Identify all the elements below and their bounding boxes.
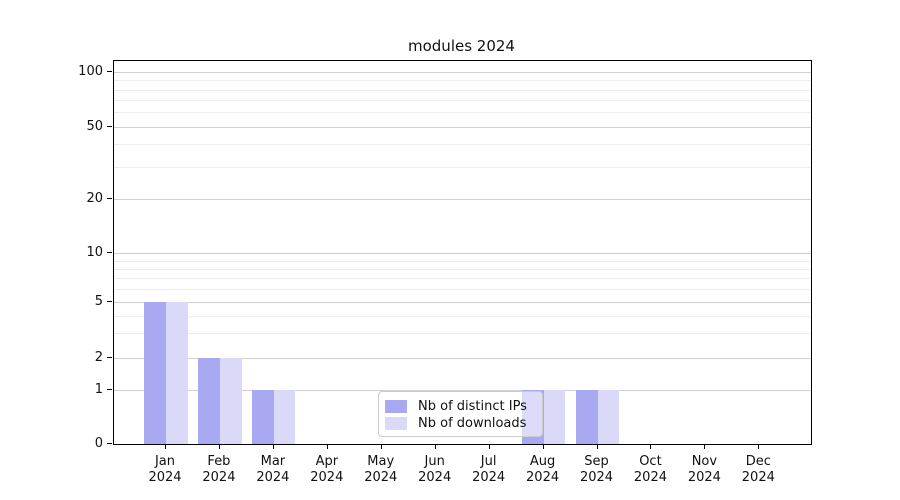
- x-tick-mark: [542, 444, 544, 449]
- gridline-minor: [114, 289, 811, 291]
- y-tick-mark: [107, 197, 112, 199]
- x-tick-mark: [596, 444, 598, 449]
- gridline-minor: [114, 80, 811, 82]
- y-tick-mark: [107, 356, 112, 358]
- bar-downloads: [166, 302, 188, 444]
- bar-downloads: [543, 390, 566, 444]
- gridline-minor: [114, 278, 811, 280]
- y-tick-label: 50: [86, 119, 103, 134]
- x-tick-label: Mar 2024: [256, 454, 290, 485]
- x-tick-mark: [165, 444, 166, 449]
- bar-downloads: [219, 357, 242, 444]
- y-tick-label: 10: [86, 245, 103, 261]
- x-tick-label: Nov 2024: [687, 454, 721, 485]
- bar-distinct-ips: [144, 302, 166, 444]
- gridline-major: [114, 357, 811, 359]
- x-tick-mark: [758, 444, 760, 449]
- x-tick-label: Apr 2024: [310, 454, 344, 485]
- gridline-major: [114, 198, 811, 200]
- gridline-major: [114, 302, 811, 303]
- bar-downloads: [273, 390, 296, 444]
- legend-item-label: Nb of distinct IPs: [418, 398, 527, 414]
- y-tick-label: 1: [94, 382, 103, 398]
- gridline-minor: [114, 112, 811, 114]
- gridline-major: [114, 71, 811, 73]
- x-tick-label: May 2024: [364, 454, 398, 485]
- plot-area: Nb of distinct IPs Nb of downloads: [113, 60, 812, 445]
- y-tick-mark: [107, 126, 112, 127]
- legend-item: Nb of distinct IPs: [385, 398, 538, 414]
- chart-title: modules 2024: [408, 37, 515, 55]
- x-tick-mark: [380, 444, 382, 449]
- legend-swatch-icon: [385, 399, 407, 413]
- gridline-minor: [114, 333, 811, 335]
- y-tick-mark: [107, 301, 112, 302]
- x-tick-label: Oct 2024: [633, 454, 667, 485]
- y-tick-label: 0: [94, 436, 103, 451]
- x-tick-label: Feb 2024: [202, 454, 236, 485]
- x-tick-label: Dec 2024: [741, 454, 775, 485]
- x-tick-mark: [434, 444, 436, 449]
- bar-distinct-ips: [198, 357, 220, 444]
- y-tick-label: 100: [78, 63, 103, 79]
- y-tick-label: 20: [86, 190, 103, 206]
- x-tick-mark: [488, 444, 490, 449]
- legend-item-label: Nb of downloads: [418, 415, 527, 431]
- gridline-major: [114, 390, 811, 392]
- x-tick-mark: [218, 444, 220, 449]
- x-tick-mark: [272, 444, 274, 449]
- x-tick-mark: [326, 444, 328, 449]
- bar-distinct-ips: [575, 390, 598, 444]
- y-tick-mark: [107, 252, 112, 254]
- gridline-minor: [114, 100, 811, 102]
- legend-swatch-icon: [385, 416, 407, 430]
- gridline-minor: [114, 144, 811, 146]
- gridline-minor: [114, 268, 811, 270]
- gridline-minor: [114, 166, 811, 168]
- x-tick-label: Jul 2024: [472, 454, 506, 485]
- gridline-minor: [114, 260, 811, 262]
- legend-item: Nb of downloads: [385, 415, 538, 431]
- x-tick-mark: [650, 444, 652, 449]
- x-tick-mark: [704, 444, 706, 449]
- gridline-minor: [114, 315, 811, 317]
- x-tick-label: Sep 2024: [579, 454, 614, 485]
- x-tick-label: Jun 2024: [418, 454, 452, 485]
- y-tick-mark: [107, 389, 112, 391]
- y-tick-mark: [107, 443, 112, 444]
- x-tick-label: Jan 2024: [148, 454, 182, 485]
- y-tick-label: 5: [94, 294, 103, 309]
- gridline-major: [114, 127, 811, 128]
- y-tick-mark: [107, 70, 112, 72]
- x-tick-label: Aug 2024: [526, 454, 560, 485]
- legend: Nb of distinct IPs Nb of downloads: [378, 391, 543, 437]
- gridline-major: [114, 253, 811, 255]
- bar-downloads: [597, 390, 620, 444]
- bar-distinct-ips: [252, 390, 274, 444]
- gridline-minor: [114, 89, 811, 91]
- y-tick-label: 2: [94, 349, 103, 365]
